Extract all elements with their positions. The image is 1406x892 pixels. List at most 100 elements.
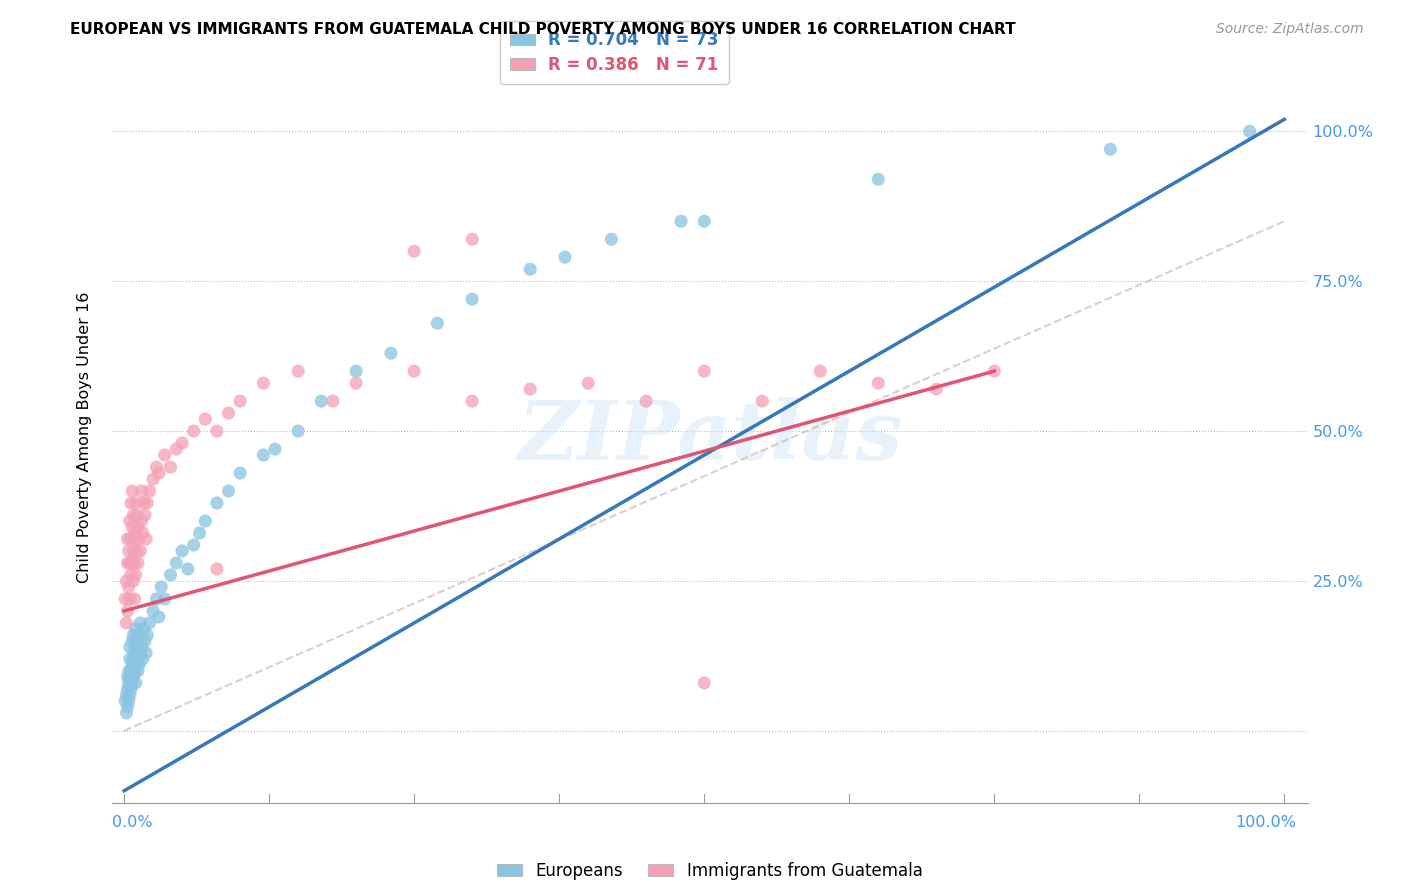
Point <box>122 574 145 588</box>
Point <box>554 250 576 264</box>
Point <box>122 544 145 558</box>
Point <box>125 640 148 654</box>
Point <box>519 382 541 396</box>
Point <box>117 604 139 618</box>
Point <box>122 628 145 642</box>
Point <box>118 640 141 654</box>
Point <box>120 664 142 678</box>
Point <box>461 394 484 409</box>
Point <box>1099 142 1122 156</box>
Point <box>129 646 152 660</box>
Point <box>127 556 149 570</box>
Point <box>128 657 150 672</box>
Point <box>808 364 831 378</box>
Point <box>165 556 187 570</box>
Point <box>145 591 167 606</box>
Point <box>264 442 287 456</box>
Point <box>131 640 153 654</box>
Point <box>121 556 143 570</box>
Point <box>131 514 153 528</box>
Point <box>188 526 211 541</box>
Y-axis label: Child Poverty Among Boys Under 16: Child Poverty Among Boys Under 16 <box>77 292 91 582</box>
Point <box>252 376 274 391</box>
Point <box>404 244 426 259</box>
Point <box>125 544 148 558</box>
Point <box>183 424 205 438</box>
Point <box>135 646 157 660</box>
Point <box>125 634 148 648</box>
Point <box>693 676 716 690</box>
Point <box>117 532 139 546</box>
Point <box>125 657 148 672</box>
Point <box>118 591 141 606</box>
Point <box>134 508 156 522</box>
Point <box>165 442 187 456</box>
Point <box>148 610 170 624</box>
Point <box>115 574 138 588</box>
Point <box>576 376 599 391</box>
Point <box>135 532 157 546</box>
Point <box>120 532 142 546</box>
Point <box>693 364 716 378</box>
Point <box>172 436 194 450</box>
Point <box>142 472 165 486</box>
Point <box>118 664 141 678</box>
Point <box>121 676 143 690</box>
Point <box>693 214 716 228</box>
Point <box>115 706 138 720</box>
Point <box>311 394 333 409</box>
Point <box>117 681 139 696</box>
Point <box>114 591 136 606</box>
Point <box>136 628 159 642</box>
Point <box>287 424 309 438</box>
Point <box>461 232 484 246</box>
Point <box>124 556 146 570</box>
Point <box>117 699 139 714</box>
Point <box>121 657 143 672</box>
Point <box>287 364 309 378</box>
Point <box>124 646 146 660</box>
Point <box>600 232 623 246</box>
Point <box>461 292 484 306</box>
Point <box>118 688 141 702</box>
Point <box>120 681 142 696</box>
Point <box>125 568 148 582</box>
Point <box>229 394 252 409</box>
Point <box>124 591 146 606</box>
Text: Source: ZipAtlas.com: Source: ZipAtlas.com <box>1216 22 1364 37</box>
Point <box>118 544 141 558</box>
Point <box>131 652 153 666</box>
Point <box>125 622 148 636</box>
Point <box>138 483 160 498</box>
Point <box>868 172 890 186</box>
Point <box>118 670 141 684</box>
Point <box>205 424 228 438</box>
Point <box>983 364 1005 378</box>
Point <box>118 676 141 690</box>
Point <box>344 376 367 391</box>
Point <box>1239 124 1261 138</box>
Point <box>142 604 165 618</box>
Point <box>229 466 252 480</box>
Point <box>127 520 149 534</box>
Point <box>636 394 658 409</box>
Point <box>145 460 167 475</box>
Point <box>519 262 541 277</box>
Point <box>344 364 367 378</box>
Point <box>132 622 155 636</box>
Point <box>136 496 159 510</box>
Point <box>150 580 173 594</box>
Point <box>132 496 155 510</box>
Point <box>131 526 153 541</box>
Text: 100.0%: 100.0% <box>1234 814 1296 830</box>
Point <box>115 688 138 702</box>
Point <box>868 376 890 391</box>
Legend: Europeans, Immigrants from Guatemala: Europeans, Immigrants from Guatemala <box>488 852 932 889</box>
Point <box>194 412 217 426</box>
Point <box>153 448 176 462</box>
Point <box>205 562 228 576</box>
Point <box>117 670 139 684</box>
Point <box>205 496 228 510</box>
Point <box>159 460 181 475</box>
Point <box>128 628 150 642</box>
